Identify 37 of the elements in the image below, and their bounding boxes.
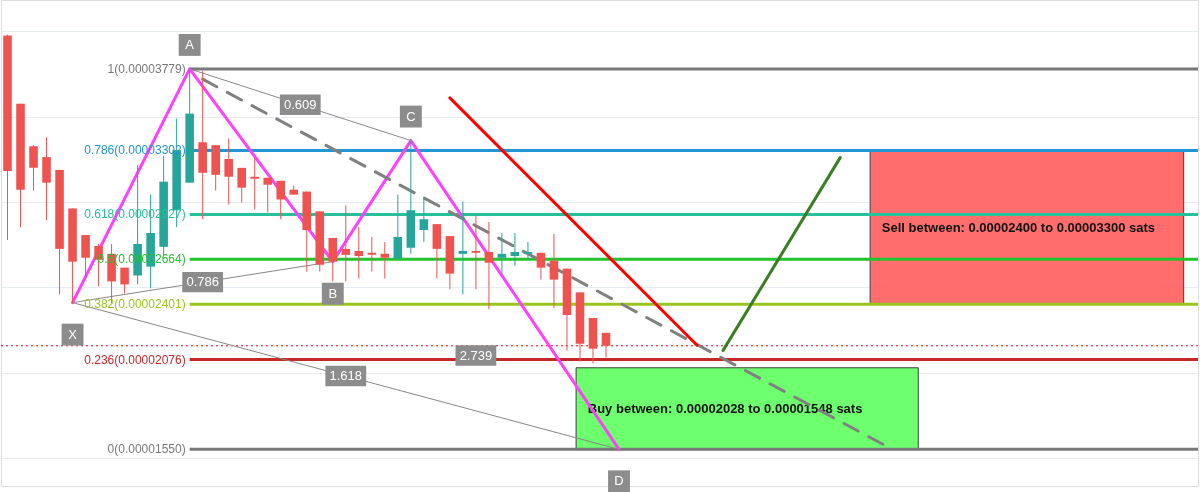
data-label: C [406, 108, 416, 124]
candlestick [419, 196, 429, 243]
band-label: Sell between: 0.00002400 to 0.00003300 sats [881, 219, 1156, 235]
candlestick [536, 252, 546, 281]
candlestick [276, 180, 286, 220]
data-label: D [614, 473, 624, 489]
candlestick [81, 234, 90, 281]
candlestick [393, 193, 403, 260]
candlestick [458, 200, 468, 295]
candlestick [120, 267, 129, 294]
ref-line-label: 0.236(0.00002076) [84, 352, 186, 367]
candlestick [549, 233, 559, 309]
annotation: 1.618 [329, 367, 363, 383]
data-label: A [185, 36, 195, 52]
annotation: 0.609 [283, 96, 317, 112]
candlestick [250, 157, 260, 210]
candlestick [523, 241, 533, 261]
candlestick [354, 226, 364, 280]
candlestick [497, 232, 507, 275]
ref-line-label: 1(0.00003779) [107, 62, 186, 77]
candlestick [601, 332, 611, 359]
annotation: 2.739 [459, 347, 493, 363]
data-label: X [68, 326, 78, 342]
candlestick [224, 137, 233, 206]
candlestick [29, 144, 38, 192]
candlestick [510, 232, 520, 267]
candlestick [263, 177, 273, 213]
ref-line-label: 0.382(0.00002401) [84, 297, 186, 312]
candlestick [380, 241, 390, 280]
annotation: 0.786 [186, 274, 219, 290]
candlestick [328, 237, 338, 282]
candlestick [237, 167, 246, 203]
ref-line-label: 0(0.00001550) [107, 442, 186, 457]
data-label: B [328, 285, 338, 301]
candlestick [484, 221, 494, 310]
candlestick [341, 204, 351, 282]
candlestick [471, 214, 481, 290]
